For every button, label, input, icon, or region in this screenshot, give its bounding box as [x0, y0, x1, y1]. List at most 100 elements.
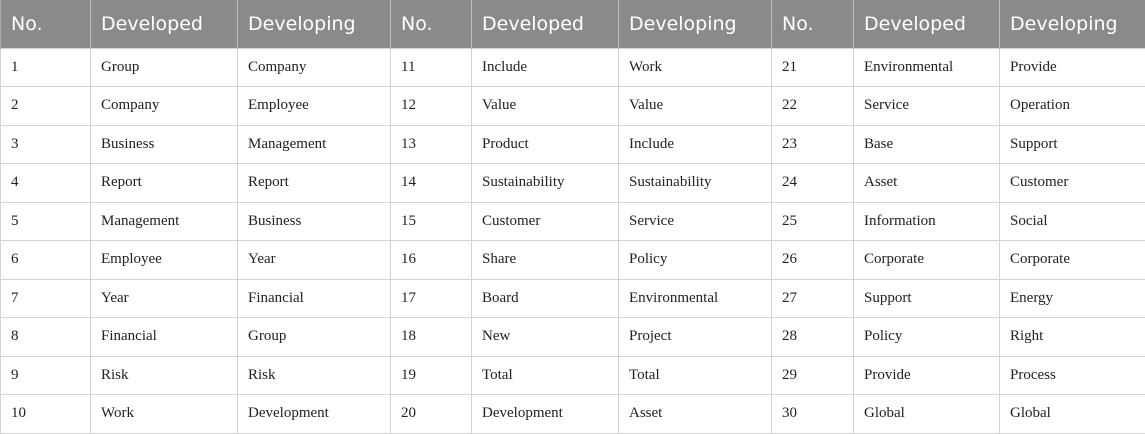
column-header-developing-1: Developing [238, 0, 391, 48]
table-cell-developing: Year [238, 241, 391, 280]
table-cell-developing: Value [619, 87, 772, 126]
table-cell-no: 25 [772, 202, 854, 241]
table-cell-no: 2 [1, 87, 91, 126]
table-cell-developing: Development [238, 395, 391, 434]
table-cell-developed: Product [472, 125, 619, 164]
column-header-developing-2: Developing [619, 0, 772, 48]
table-cell-developing: Process [1000, 356, 1145, 395]
table-cell-no: 3 [1, 125, 91, 164]
table-cell-no: 30 [772, 395, 854, 434]
table-cell-no: 12 [391, 87, 472, 126]
table-cell-no: 10 [1, 395, 91, 434]
table-cell-developing: Company [238, 48, 391, 87]
table-cell-developed: Customer [472, 202, 619, 241]
table-cell-no: 17 [391, 279, 472, 318]
column-header-developed-3: Developed [854, 0, 1000, 48]
table-cell-developed: Sustainability [472, 164, 619, 203]
table-cell-no: 8 [1, 318, 91, 357]
table-cell-developed: Group [91, 48, 238, 87]
table-cell-developed: Environmental [854, 48, 1000, 87]
table-cell-developed: New [472, 318, 619, 357]
table-cell-developing: Business [238, 202, 391, 241]
table-cell-developed: Management [91, 202, 238, 241]
table-cell-developing: Group [238, 318, 391, 357]
table-cell-no: 24 [772, 164, 854, 203]
table-cell-developed: Corporate [854, 241, 1000, 280]
table-cell-developed: Include [472, 48, 619, 87]
table-cell-developing: Operation [1000, 87, 1145, 126]
table-cell-developing: Environmental [619, 279, 772, 318]
table-cell-developing: Support [1000, 125, 1145, 164]
table-cell-developed: Year [91, 279, 238, 318]
column-header-developed-1: Developed [91, 0, 238, 48]
table-cell-no: 4 [1, 164, 91, 203]
table-cell-developing: Project [619, 318, 772, 357]
table-cell-developing: Corporate [1000, 241, 1145, 280]
column-header-no-2: No. [391, 0, 472, 48]
table-cell-developed: Global [854, 395, 1000, 434]
table-cell-developing: Right [1000, 318, 1145, 357]
table-cell-no: 14 [391, 164, 472, 203]
table-cell-developed: Risk [91, 356, 238, 395]
table-cell-no: 16 [391, 241, 472, 280]
table-cell-developing: Energy [1000, 279, 1145, 318]
table-cell-no: 26 [772, 241, 854, 280]
table-cell-no: 6 [1, 241, 91, 280]
table-cell-developing: Financial [238, 279, 391, 318]
table-cell-no: 11 [391, 48, 472, 87]
column-header-no-3: No. [772, 0, 854, 48]
table-cell-no: 28 [772, 318, 854, 357]
column-header-no-1: No. [1, 0, 91, 48]
table-cell-no: 5 [1, 202, 91, 241]
table-cell-developed: Share [472, 241, 619, 280]
table-cell-developed: Policy [854, 318, 1000, 357]
table-cell-developing: Sustainability [619, 164, 772, 203]
table-cell-developed: Financial [91, 318, 238, 357]
table-cell-developing: Risk [238, 356, 391, 395]
table-cell-developed: Board [472, 279, 619, 318]
column-header-developing-3: Developing [1000, 0, 1145, 48]
table-cell-no: 22 [772, 87, 854, 126]
table-cell-no: 13 [391, 125, 472, 164]
table-cell-developed: Employee [91, 241, 238, 280]
table-cell-no: 19 [391, 356, 472, 395]
table-cell-developed: Development [472, 395, 619, 434]
table-cell-no: 29 [772, 356, 854, 395]
table-cell-developing: Global [1000, 395, 1145, 434]
table-cell-developed: Information [854, 202, 1000, 241]
table-cell-no: 27 [772, 279, 854, 318]
table-cell-no: 7 [1, 279, 91, 318]
table-cell-developed: Work [91, 395, 238, 434]
table-cell-developed: Support [854, 279, 1000, 318]
table-cell-developing: Asset [619, 395, 772, 434]
table-cell-developing: Provide [1000, 48, 1145, 87]
table-cell-developing: Management [238, 125, 391, 164]
table-cell-developed: Asset [854, 164, 1000, 203]
table-cell-developed: Provide [854, 356, 1000, 395]
table-cell-developing: Total [619, 356, 772, 395]
table-cell-no: 21 [772, 48, 854, 87]
table-cell-developed: Total [472, 356, 619, 395]
table-cell-developed: Service [854, 87, 1000, 126]
table-cell-developing: Work [619, 48, 772, 87]
table-cell-developed: Value [472, 87, 619, 126]
table-cell-developing: Report [238, 164, 391, 203]
table-cell-no: 15 [391, 202, 472, 241]
table-cell-no: 23 [772, 125, 854, 164]
table-cell-developed: Base [854, 125, 1000, 164]
table-cell-no: 20 [391, 395, 472, 434]
table-cell-no: 1 [1, 48, 91, 87]
table-cell-developing: Policy [619, 241, 772, 280]
